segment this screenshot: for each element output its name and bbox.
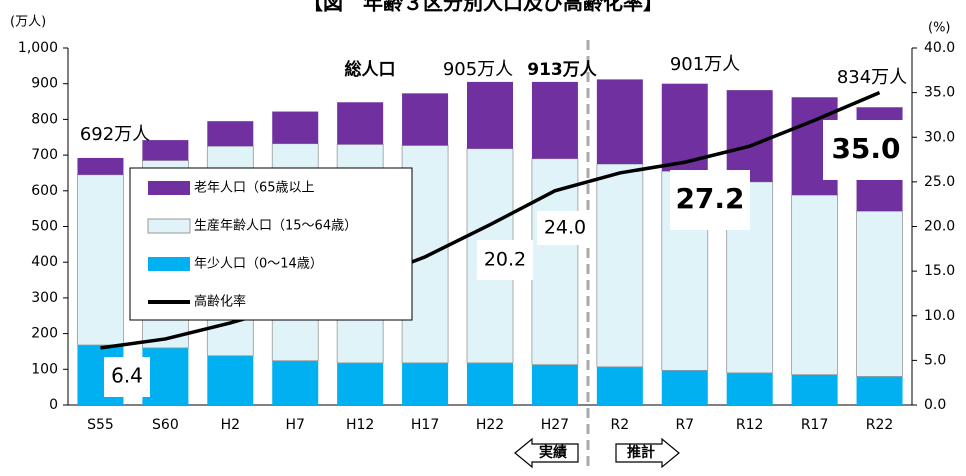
bar-segment [791, 194, 839, 376]
y2-tick-label: 20.0 [924, 219, 955, 235]
y-tick-label: 500 [31, 219, 58, 235]
value-label: 27.2 [675, 182, 744, 215]
x-tick-label: H7 [286, 417, 305, 433]
y2-tick-label: 40.0 [924, 40, 955, 56]
legend-label: 生産年齢人口（15～64歳） [194, 218, 357, 234]
bar-segment [77, 174, 124, 346]
bar-segment [142, 140, 189, 161]
x-tick-label: R22 [866, 417, 894, 433]
legend-swatch [147, 218, 191, 234]
y2-tick-label: 15.0 [924, 263, 955, 279]
x-tick-label: R7 [675, 417, 694, 433]
bar-segment [207, 121, 254, 147]
bar-segment [337, 102, 384, 145]
annotation: 905万人 [443, 59, 513, 80]
value-label-box [477, 240, 533, 280]
x-tick-label: R17 [801, 417, 829, 433]
bar-segment [402, 93, 449, 146]
arrow-right [615, 437, 680, 469]
annotation: 692万人 [80, 124, 150, 145]
bar-segment [467, 362, 513, 405]
bar-segment [726, 90, 773, 182]
x-tick-label: H12 [346, 417, 374, 433]
value-label-box [104, 357, 150, 397]
y2-tick-label: 5.0 [924, 352, 946, 368]
x-tick-label: R2 [611, 417, 630, 433]
line-series [100, 91, 881, 350]
bar-segment [142, 347, 189, 405]
chart-title: 【図 年齢３区分別人口及び高齢化率】 [303, 0, 663, 15]
y-tick-label: 200 [31, 326, 58, 342]
annotation: 913万人 [527, 60, 597, 80]
legend-label: 年少人口（0～14歳） [194, 257, 323, 272]
y-tick-label: 100 [31, 361, 58, 377]
bar-segment [337, 362, 384, 405]
y2-tick-label: 30.0 [924, 129, 955, 145]
period-label: 実績 [539, 444, 567, 461]
y-tick-label: 0 [49, 397, 58, 413]
x-tick-label: S60 [152, 417, 179, 433]
bar-segment [661, 83, 708, 172]
value-label: 24.0 [544, 217, 586, 239]
x-tick-label: H2 [221, 417, 240, 433]
bar-segment [856, 376, 903, 405]
y2-tick-label: 0.0 [924, 397, 946, 413]
bar-segment [596, 79, 643, 165]
bar-segment [531, 158, 579, 366]
bar-segment [77, 157, 124, 175]
y-axis-label: (万人) [10, 15, 46, 30]
value-label: 6.4 [111, 364, 143, 388]
y2-tick-label: 35.0 [924, 85, 955, 101]
bar-segment [272, 360, 319, 405]
y-tick-label: 400 [31, 254, 58, 270]
bar-segment [726, 372, 773, 405]
bar-segment [272, 111, 319, 144]
annotation: 総人口 [345, 59, 396, 80]
x-tick-label: R12 [736, 417, 764, 433]
arrow-left [514, 437, 579, 469]
overlay: 6.4 20.2 24.0 27.2 35.0 692万人 総人口 905万人 913万人 901… [80, 54, 909, 397]
y2-axis-label: (%) [928, 21, 951, 36]
legend-swatch [148, 257, 190, 271]
value-label-box [670, 170, 750, 230]
y-tick-label: 800 [31, 111, 58, 127]
y-tick-label: 600 [31, 183, 58, 199]
bar-segment [531, 364, 578, 405]
x-tick-label: H27 [541, 417, 569, 433]
y-tick-label: 700 [31, 147, 58, 163]
bar-segment [531, 81, 578, 159]
legend-swatch [148, 181, 190, 195]
y2-tick-label: 10.0 [924, 308, 955, 324]
value-label-box [823, 120, 909, 180]
value-label-box [537, 211, 593, 245]
y-tick-label: 900 [31, 76, 58, 92]
bar-segment [596, 366, 643, 405]
y-tick-label: 1,000 [18, 40, 58, 56]
bar-segment [402, 362, 449, 405]
bar-segment [791, 374, 838, 405]
value-label: 35.0 [831, 132, 900, 165]
legend-label: 高齢化率 [194, 294, 246, 310]
bar-segment [856, 210, 903, 377]
bar-segment [596, 163, 644, 368]
annotation: 834万人 [837, 67, 907, 88]
x-tick-label: H22 [476, 417, 504, 433]
period-label: 推計 [627, 444, 655, 461]
bar-segment [661, 370, 708, 405]
y2-tick-label: 25.0 [924, 174, 955, 190]
annotation: 901万人 [670, 54, 740, 75]
bar-segment [207, 355, 254, 405]
bar-segment [467, 81, 513, 149]
x-tick-label: S55 [87, 417, 114, 433]
value-label: 20.2 [484, 249, 526, 271]
x-tick-label: H17 [411, 417, 439, 433]
y-tick-label: 300 [31, 290, 58, 306]
legend-label: 老年人口（65歳以上 [194, 181, 315, 196]
